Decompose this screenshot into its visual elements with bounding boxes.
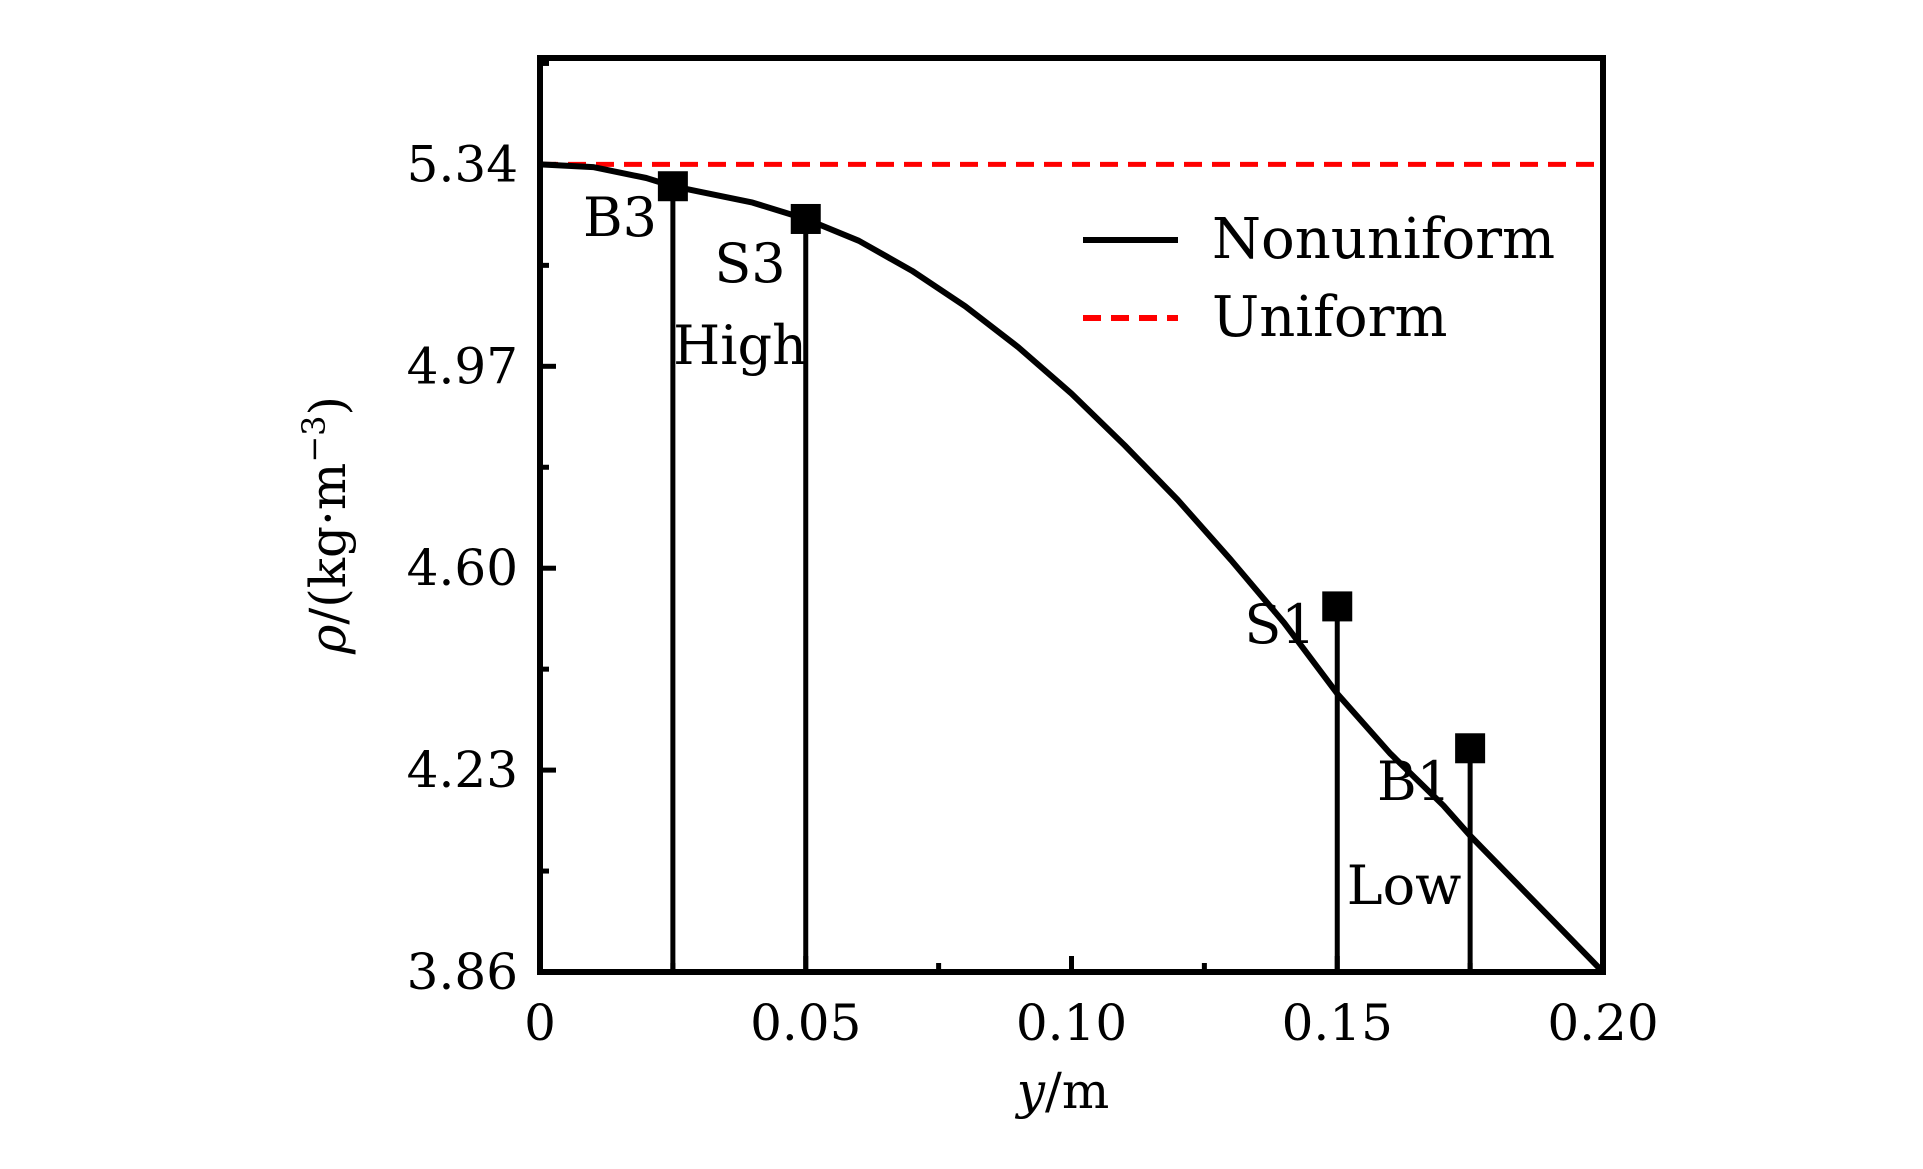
marker-s3 [790, 203, 821, 234]
y-tick-label: 4.97 [407, 337, 518, 395]
y-axis-title: ρ/(kg·m−3) [295, 396, 357, 655]
marker-s1 [1322, 591, 1353, 622]
x-axis-title-unit: /m [1045, 1062, 1109, 1120]
x-tick-label: 0 [524, 994, 556, 1052]
marker-label-b1: B1 [1377, 750, 1451, 813]
legend-label-uniform: Uniform [1212, 285, 1447, 350]
y-tick-label: 4.23 [407, 741, 518, 799]
region-label-low: Low [1347, 854, 1462, 917]
marker-label-b3: B3 [583, 186, 657, 249]
x-tick-label: 0.05 [750, 994, 861, 1052]
marker-b1 [1455, 733, 1486, 764]
y-tick-label: 3.86 [407, 943, 518, 1001]
y-axis-title-symbol: ρ [299, 624, 357, 655]
x-axis-title: y/m [1015, 1062, 1110, 1120]
legend: Nonuniform Uniform [1083, 207, 1555, 350]
x-axis-title-symbol: y [1015, 1062, 1046, 1120]
x-tick-label: 0.20 [1547, 994, 1658, 1052]
plot-area: B3 S3 S1 B1 High Low 3.86 4.23 4.60 4.97 5.34 0 0.05… [407, 55, 1659, 1052]
series-line-nonuniform [537, 161, 1606, 975]
marker-label-s1: S1 [1244, 593, 1315, 656]
y-axis-title-close: ) [299, 396, 357, 416]
y-tick-label: 5.34 [407, 135, 518, 193]
y-axis-title-unit: /(kg·m [299, 463, 357, 625]
marker-label-s3: S3 [714, 232, 785, 295]
legend-label-nonuniform: Nonuniform [1212, 207, 1555, 272]
region-label-high: High [673, 314, 807, 377]
y-axis-title-exponent: −3 [295, 415, 333, 462]
x-tick-label: 0.15 [1282, 994, 1393, 1052]
marker-b3 [657, 171, 688, 202]
x-tick-label: 0.10 [1016, 994, 1127, 1052]
plot-frame [537, 55, 1606, 975]
y-tick-label: 4.60 [407, 539, 518, 597]
